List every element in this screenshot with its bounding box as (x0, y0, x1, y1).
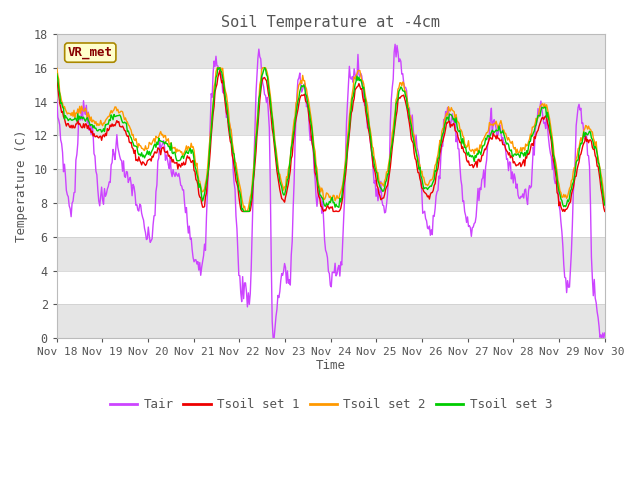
Bar (57, 169, 605, 203)
Text: VR_met: VR_met (68, 46, 113, 59)
Bar (57, 304, 605, 338)
Bar (57, 237, 605, 271)
Y-axis label: Temperature (C): Temperature (C) (15, 130, 28, 242)
Title: Soil Temperature at -4cm: Soil Temperature at -4cm (221, 15, 440, 30)
Bar (57, 102, 605, 135)
X-axis label: Time: Time (316, 359, 346, 372)
Legend: Tair, Tsoil set 1, Tsoil set 2, Tsoil set 3: Tair, Tsoil set 1, Tsoil set 2, Tsoil se… (104, 393, 557, 416)
Bar (57, 34, 605, 68)
